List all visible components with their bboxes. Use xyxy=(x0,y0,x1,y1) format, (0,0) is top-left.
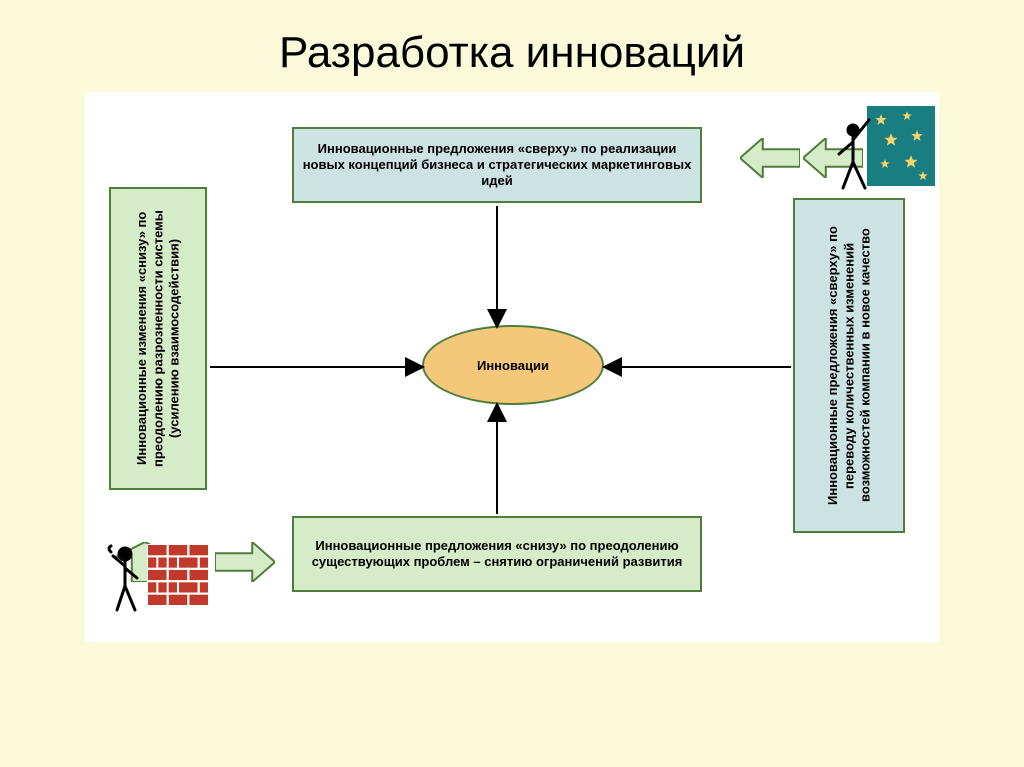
brick-wall-icon xyxy=(147,544,209,611)
box-top-label: Инновационные предложения «сверху» по ре… xyxy=(300,141,694,190)
box-left: Инновационные изменения «снизу» по преод… xyxy=(109,187,207,490)
box-bottom: Инновационные предложения «снизу» по пре… xyxy=(292,516,702,592)
thinking-person-icon xyxy=(103,544,147,619)
block-arrow-bot_right xyxy=(215,542,275,582)
box-top: Инновационные предложения «сверху» по ре… xyxy=(292,127,702,203)
reaching-person-icon xyxy=(829,116,877,201)
block-arrow-top_left xyxy=(740,138,800,178)
box-right: Инновационные предложения «сверху» по пе… xyxy=(793,198,905,533)
box-right-label: Инновационные предложения «сверху» по пе… xyxy=(825,206,874,525)
box-left-label: Инновационные изменения «снизу» по преод… xyxy=(134,195,183,482)
stars-panel-icon xyxy=(867,106,935,191)
box-bottom-label: Инновационные предложения «снизу» по пре… xyxy=(300,538,694,571)
center-node: Инновации xyxy=(422,325,604,405)
diagram-frame: Инновации Инновационные предложения «свер… xyxy=(85,92,939,642)
page-title: Разработка инноваций xyxy=(0,0,1024,88)
